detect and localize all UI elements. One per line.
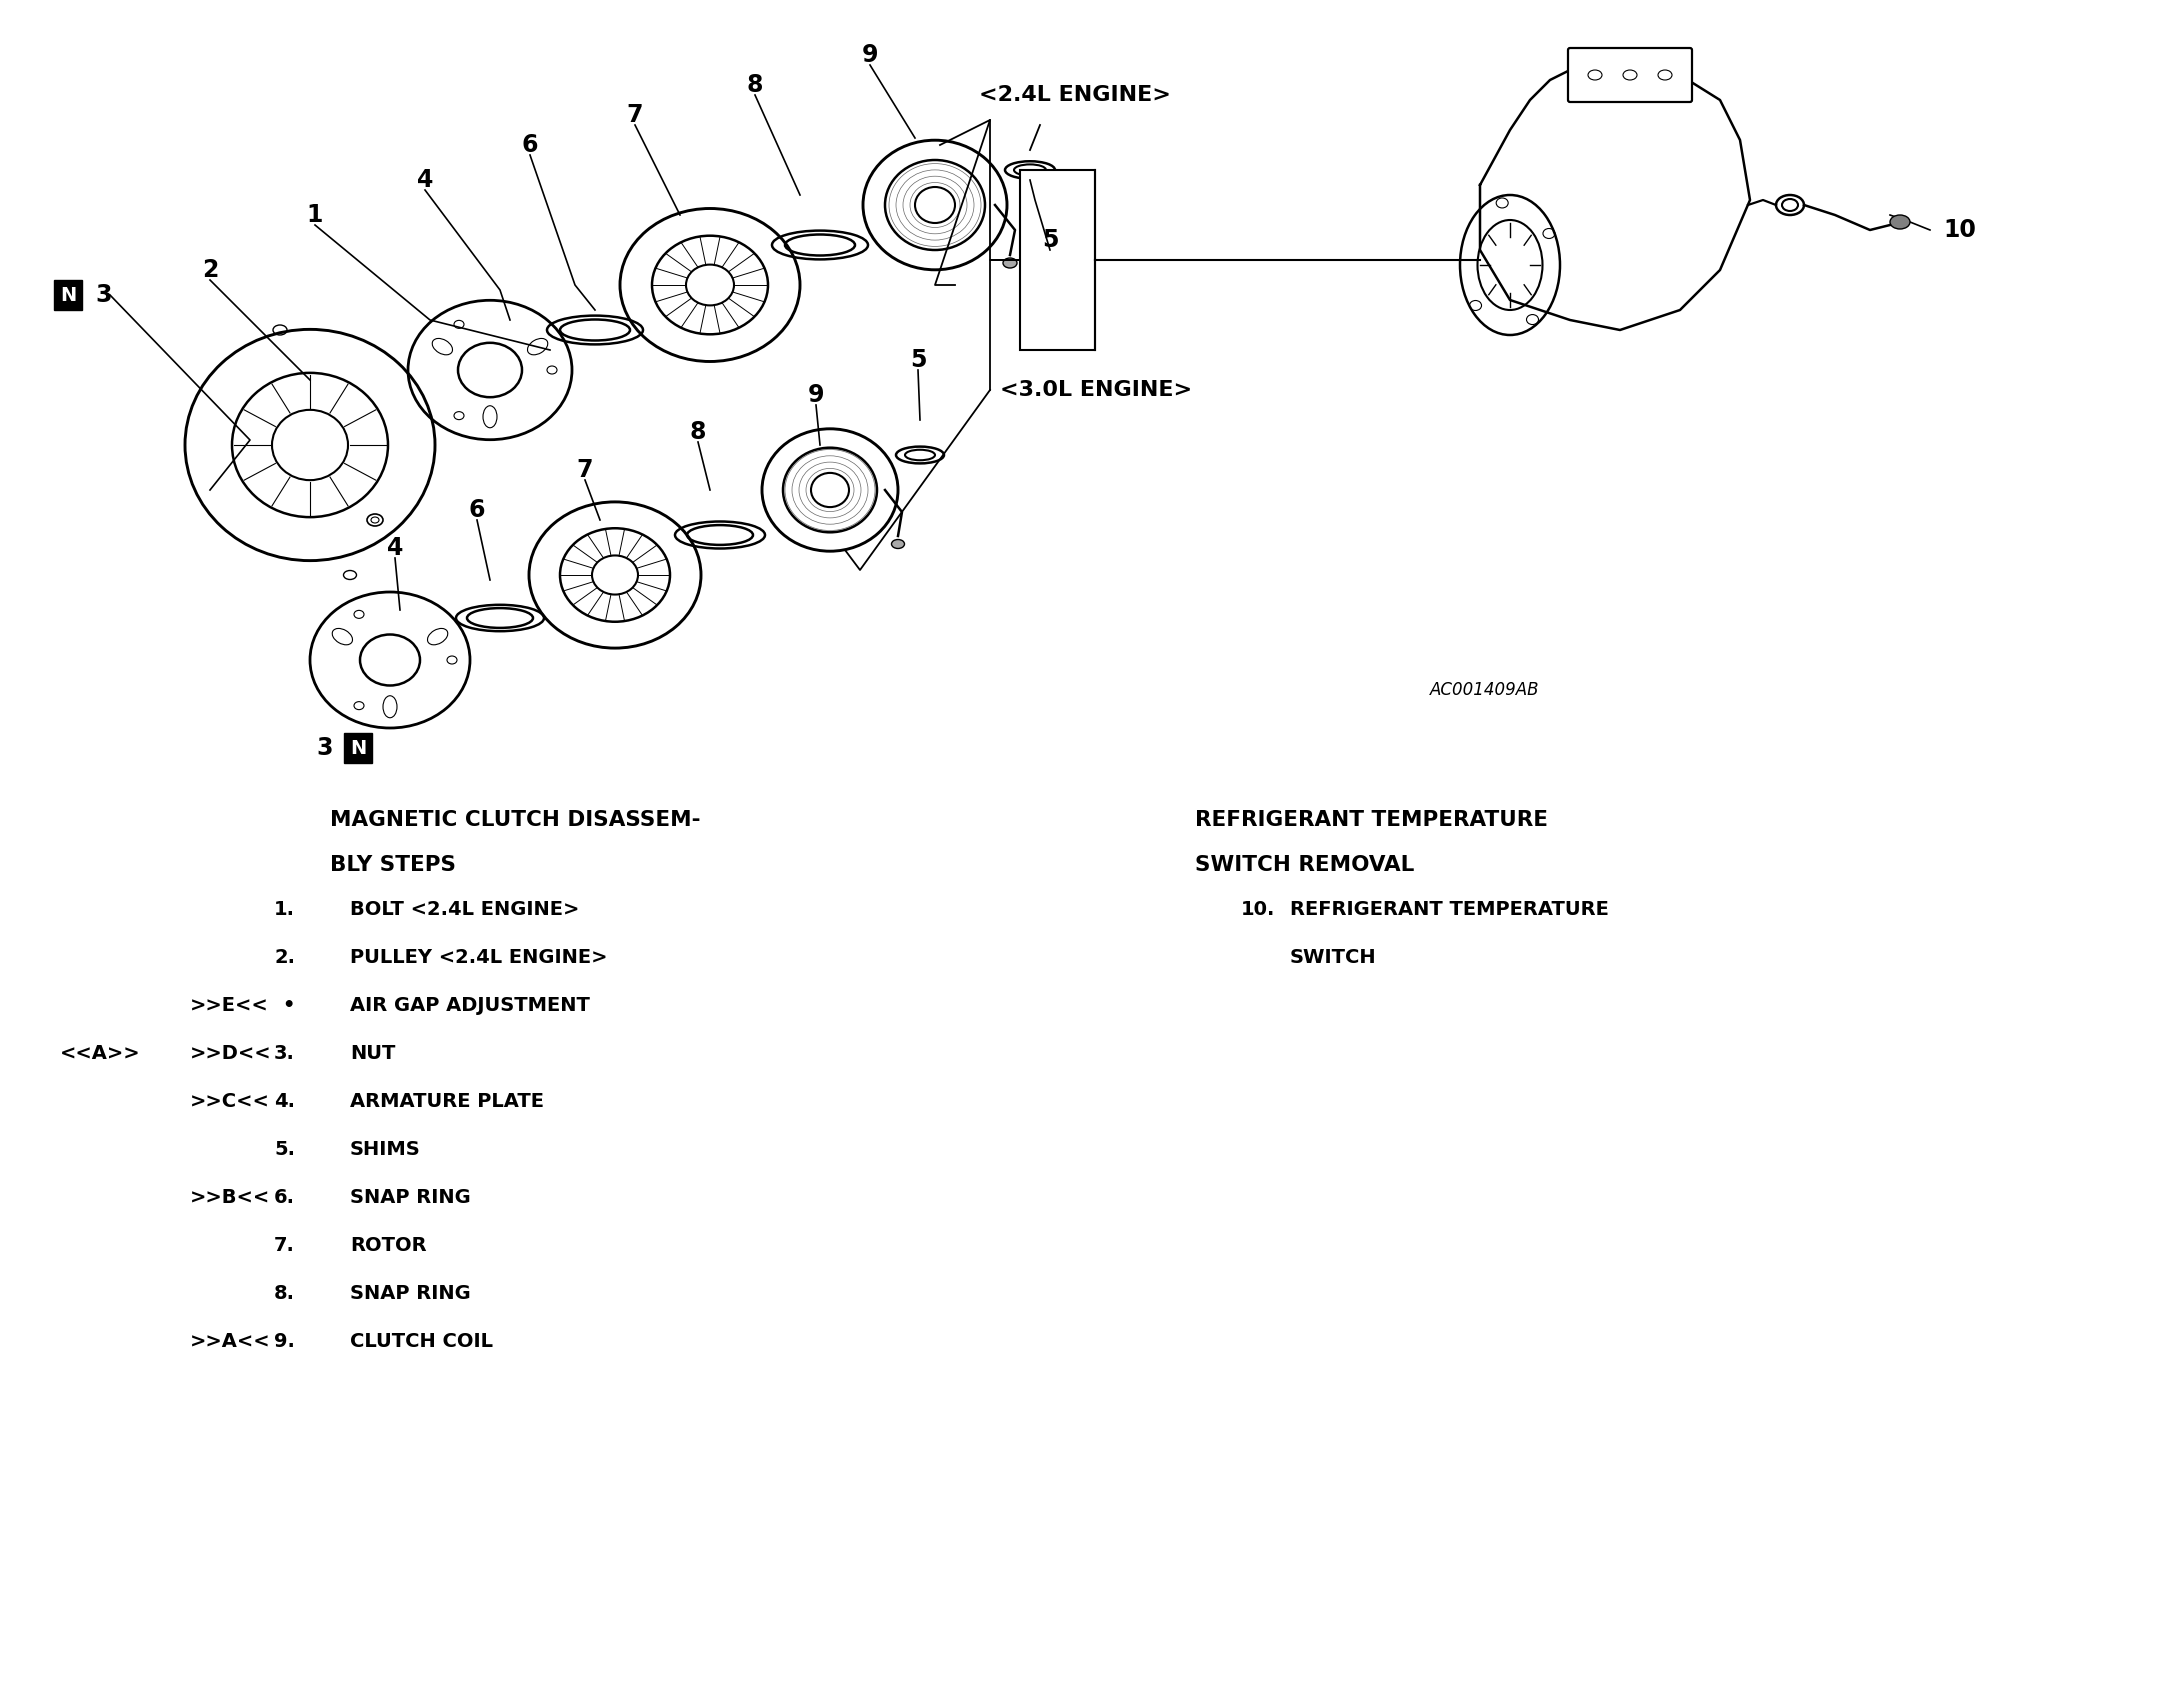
Text: 8: 8: [690, 420, 707, 444]
Ellipse shape: [1003, 257, 1016, 268]
Text: ROTOR: ROTOR: [350, 1237, 426, 1255]
Text: 5: 5: [1042, 229, 1058, 252]
Text: SHIMS: SHIMS: [350, 1140, 420, 1159]
Text: >>E<<: >>E<<: [189, 996, 270, 1015]
Bar: [1021, 169, 1095, 351]
Text: SNAP RING: SNAP RING: [350, 1284, 470, 1303]
Text: 5: 5: [910, 347, 927, 373]
Ellipse shape: [1891, 215, 1911, 229]
FancyBboxPatch shape: [1569, 47, 1693, 102]
Text: •: •: [283, 996, 296, 1015]
Text: >>D<<: >>D<<: [189, 1044, 272, 1064]
Text: 2: 2: [202, 257, 218, 281]
Text: 9: 9: [807, 383, 825, 407]
Text: 9.: 9.: [274, 1331, 296, 1352]
Text: 7: 7: [577, 457, 594, 483]
Text: 8.: 8.: [274, 1284, 296, 1303]
Text: 6.: 6.: [274, 1187, 296, 1208]
Text: 3: 3: [96, 283, 111, 307]
Polygon shape: [1480, 59, 1750, 330]
Text: 1: 1: [307, 203, 324, 227]
Text: SWITCH: SWITCH: [1290, 949, 1377, 967]
Text: BLY STEPS: BLY STEPS: [331, 855, 457, 876]
Text: >>B<<: >>B<<: [189, 1187, 270, 1208]
Text: ARMATURE PLATE: ARMATURE PLATE: [350, 1093, 544, 1111]
Text: 5.: 5.: [274, 1140, 296, 1159]
Text: <3.0L ENGINE>: <3.0L ENGINE>: [1001, 379, 1192, 400]
Text: AC001409AB: AC001409AB: [1430, 681, 1541, 700]
Text: 9: 9: [862, 42, 879, 68]
Text: REFRIGERANT TEMPERATURE: REFRIGERANT TEMPERATURE: [1290, 900, 1608, 920]
Text: <2.4L ENGINE>: <2.4L ENGINE>: [979, 85, 1171, 105]
Text: NUT: NUT: [350, 1044, 396, 1064]
Text: 7.: 7.: [274, 1237, 296, 1255]
Text: AIR GAP ADJUSTMENT: AIR GAP ADJUSTMENT: [350, 996, 590, 1015]
Text: 4: 4: [387, 535, 403, 561]
Text: SWITCH REMOVAL: SWITCH REMOVAL: [1195, 855, 1414, 876]
Text: 6: 6: [468, 498, 485, 522]
Ellipse shape: [892, 539, 905, 549]
Text: PULLEY <2.4L ENGINE>: PULLEY <2.4L ENGINE>: [350, 949, 607, 967]
Text: 3.: 3.: [274, 1044, 296, 1064]
Text: 4: 4: [418, 168, 433, 191]
Text: BOLT <2.4L ENGINE>: BOLT <2.4L ENGINE>: [350, 900, 579, 920]
Text: SNAP RING: SNAP RING: [350, 1187, 470, 1208]
Text: 10: 10: [1943, 219, 1976, 242]
Text: N: N: [350, 739, 366, 757]
Text: 10.: 10.: [1240, 900, 1275, 920]
Text: >>A<<: >>A<<: [189, 1331, 270, 1352]
Text: N: N: [61, 286, 76, 305]
Text: 1.: 1.: [274, 900, 296, 920]
Text: MAGNETIC CLUTCH DISASSEM-: MAGNETIC CLUTCH DISASSEM-: [331, 810, 701, 830]
Text: 2.: 2.: [274, 949, 296, 967]
Text: 8: 8: [746, 73, 764, 97]
Text: REFRIGERANT TEMPERATURE: REFRIGERANT TEMPERATURE: [1195, 810, 1547, 830]
Text: 7: 7: [627, 103, 644, 127]
Text: >>C<<: >>C<<: [189, 1093, 270, 1111]
Text: 3: 3: [316, 735, 333, 761]
Text: 6: 6: [522, 134, 537, 158]
Text: 4.: 4.: [274, 1093, 296, 1111]
Text: <<A>>: <<A>>: [61, 1044, 141, 1064]
Text: CLUTCH COIL: CLUTCH COIL: [350, 1331, 494, 1352]
